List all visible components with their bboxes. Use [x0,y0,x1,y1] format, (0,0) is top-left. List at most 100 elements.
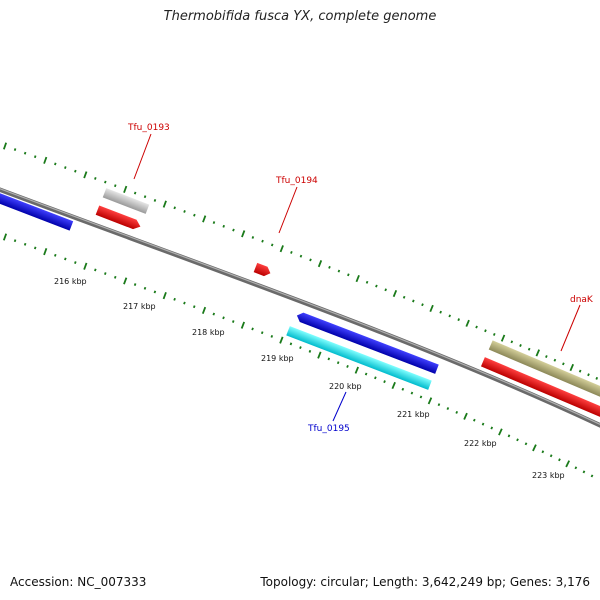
scale-label: 219 kbp [261,354,294,363]
inner-scale-tick [427,397,433,405]
inner-scale-tick [33,246,37,250]
outer-scale-ring [2,142,599,380]
outer-scale-tick [123,185,128,193]
outer-scale-tick [484,329,487,333]
gene-label-dnak: dnaK [570,295,594,305]
inner-scale-tick [481,422,485,426]
outer-scale-tick [578,369,582,373]
outer-scale-tick [465,319,470,327]
inner-scale-tick [558,458,561,462]
outer-scale-tick [569,363,575,372]
inner-scale-tick [23,242,27,246]
gene-label-tfu0193: Tfu_0193 [127,123,170,133]
outer-scale-tick [202,215,207,223]
inner-scale-tick [463,412,468,420]
outer-scale-tick [535,349,540,357]
outer-scale-tick [519,344,522,347]
inner-scale-tick [133,283,137,287]
outer-scale-tick [421,303,424,307]
leader-line-tfu0194 [278,186,298,234]
leader-line-tfu0193 [133,133,152,180]
gene-feature-tfu0195 [286,326,432,390]
inner-scale-tick [289,342,293,346]
inner-scale-tick [383,380,386,384]
inner-scale-tick [346,364,349,368]
inner-scale-tick [490,426,494,430]
outer-scale-tick [193,213,196,217]
outer-scale-tick [439,310,442,314]
inner-scale-tick [549,454,553,458]
outer-scale-tick [545,355,548,358]
outer-scale-tick [143,195,147,199]
inner-scale-tick [507,434,511,438]
inner-scale-tick [590,474,594,478]
inner-scale-tick [327,357,331,361]
inner-scale-tick [541,450,545,454]
inner-scale-tick [354,366,359,374]
outer-scale-tick [562,362,565,366]
outer-scale-tick [241,230,246,238]
inner-scale-tick [565,460,571,468]
inner-scale-tick [83,262,88,270]
gene-feature-dnak-red [480,357,600,418]
inner-scale-tick [473,418,476,422]
inner-scale-ring [2,233,594,478]
inner-scale-tick [183,301,186,305]
outer-scale-tick [270,243,274,247]
scale-label: 217 kbp [123,302,156,311]
map-title: Thermobifida fusca YX, complete genome [163,9,437,24]
leader-line-dnak [560,304,581,352]
outer-scale-tick [510,340,514,344]
genome-summary: Topology: circular; Length: 3,642,249 bp… [260,575,590,589]
gene-feature-forward-left [0,191,74,231]
inner-scale-tick [582,470,586,474]
gene-label-tfu0194: Tfu_0194 [275,176,318,186]
outer-scale-tick [355,274,360,283]
scale-label: 216 kbp [54,277,87,286]
inner-scale-tick [410,391,414,395]
outer-scale-tick [153,198,157,202]
inner-scale-tick [113,275,117,279]
outer-scale-tick [13,148,17,151]
inner-scale-tick [498,428,503,436]
outer-scale-tick [54,162,57,166]
outer-scale-tick [94,177,97,180]
outer-scale-tick [553,358,557,362]
outer-scale-tick [261,239,264,243]
outer-scale-tick [317,260,323,268]
inner-scale-tick [336,361,340,365]
gene-feature-tfu0193-grey [102,188,150,214]
inner-scale-tick [308,349,312,353]
outer-scale-tick [527,347,531,351]
leader-line-tfu0195 [332,391,347,422]
scale-label: 218 kbp [192,328,225,337]
inner-scale-tick [43,248,48,256]
outer-scale-tick [412,299,415,303]
inner-scale-tick [455,410,459,414]
inner-scale-tick [222,316,225,320]
inner-scale-tick [162,292,167,300]
inner-scale-tick [173,297,176,301]
inner-scale-tick [2,233,8,241]
scale-label: 222 kbp [464,439,497,448]
inner-scale-tick [437,403,441,407]
inner-scale-tick [279,336,284,344]
scale-label: 223 kbp [532,471,565,480]
outer-scale-tick [114,184,117,188]
outer-scale-tick [384,288,387,292]
inner-scale-tick [446,407,450,410]
outer-scale-tick [23,151,27,155]
inner-scale-tick [64,257,67,261]
inner-scale-tick [524,442,528,446]
inner-scale-tick [516,438,519,442]
inner-scale-tick [212,312,216,316]
inner-scale-tick [391,381,396,390]
inner-scale-tick [364,372,368,376]
inner-scale-tick [419,395,423,399]
inner-scale-tick [104,272,107,276]
inner-scale-tick [374,376,377,380]
outer-scale-tick [212,221,216,225]
scale-label: 220 kbp [329,382,362,391]
inner-scale-tick [574,466,578,470]
